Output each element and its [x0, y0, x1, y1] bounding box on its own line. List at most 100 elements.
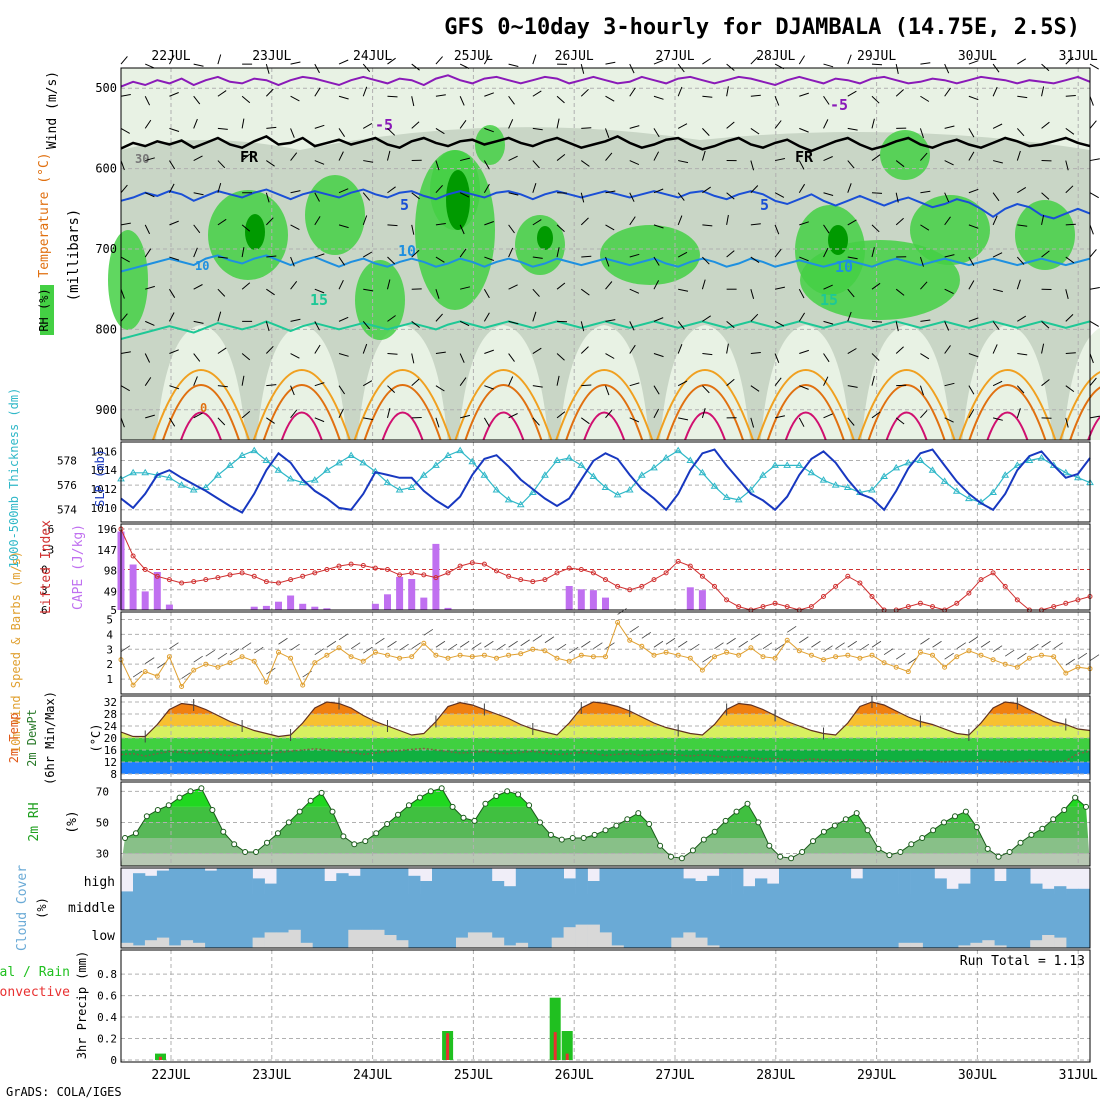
precip-convective-bar [446, 1033, 450, 1060]
wind-barb [653, 353, 664, 358]
wind-speed-point [808, 652, 814, 658]
rh-dry-lobe [256, 325, 347, 440]
precip-total-legend: Total / Rain [0, 965, 70, 980]
wind-barb [266, 288, 275, 296]
wind-barb [314, 216, 321, 226]
wind-barb [774, 158, 786, 162]
temp-contour-25 [162, 384, 240, 441]
wind-barb [217, 54, 222, 65]
wind-speed-point [130, 682, 136, 688]
wind-barb [629, 192, 635, 202]
wind-barb [750, 289, 755, 299]
wind-barb [1016, 150, 1021, 161]
surface-wind-barb [326, 640, 337, 648]
surface-wind-barb [1065, 658, 1075, 666]
cape-bar [323, 608, 331, 610]
precip-tick-label: 0.4 [97, 1011, 117, 1024]
date-label-bottom: 22JUL [151, 1068, 190, 1083]
surface-wind-barb [738, 640, 748, 648]
lifted-index-point [372, 565, 378, 571]
wind-barb [1065, 385, 1075, 393]
contour-annotation: -5 [830, 96, 848, 114]
thickness-point [516, 500, 525, 508]
wind-barb [556, 118, 560, 129]
thickness-point [141, 468, 150, 476]
wind-speed-point [397, 655, 403, 661]
rh-point [613, 822, 620, 829]
wind-barb [774, 377, 782, 386]
temperature-line [120, 701, 1091, 738]
cloud-low-gap-bar [348, 929, 361, 948]
wind-barb [774, 224, 780, 235]
wind-barb [217, 90, 227, 97]
cloud-high-bar [802, 868, 816, 894]
lifted-index-point [191, 579, 197, 585]
cape-tick-label: 196 [97, 523, 117, 536]
wind-speed-point [712, 654, 717, 660]
thickness-point [226, 461, 234, 468]
wind-speed-point [663, 649, 669, 655]
wind-barb [338, 408, 344, 419]
wind-barb [847, 54, 852, 65]
wind-barb [605, 190, 616, 194]
wind-speed-point [784, 637, 790, 643]
wind-barb [411, 63, 420, 71]
slp-tick-label: 1014 [91, 464, 118, 477]
wind-barb [653, 188, 664, 194]
rh-moist-patch [880, 130, 930, 180]
thickness-point [419, 471, 428, 478]
cloud-high-bar [121, 891, 134, 894]
surface-wind-barb [181, 672, 191, 679]
dewpoint-axis-label: 2m DewPt [25, 709, 39, 767]
wind-barb [120, 127, 130, 134]
wind-barb [871, 282, 881, 290]
wind-barb [169, 256, 180, 261]
wind-barb [677, 380, 688, 387]
rh-point [165, 802, 172, 809]
wind-barb [895, 288, 905, 296]
temp-contour-label: FR [240, 148, 259, 166]
wind-barb [556, 411, 566, 419]
cloud-high-bar [144, 875, 158, 894]
lifted-index-point [590, 570, 596, 576]
rh-moist-patch [800, 240, 960, 320]
surface-wind-barb [871, 640, 882, 648]
wind-barb [387, 186, 396, 194]
rh-band [121, 788, 1090, 792]
cloud-high-bar [372, 868, 385, 894]
date-label-top: 26JUL [555, 49, 594, 64]
lifted-index-point [457, 563, 463, 569]
wind-barb [605, 224, 615, 231]
wind-barb [871, 154, 881, 161]
cape-bar [311, 606, 319, 610]
footer-credit: GrADS: COLA/IGES [6, 1085, 122, 1099]
thickness-point [250, 446, 259, 454]
surface-wind-barb [254, 646, 264, 654]
wind-barb [144, 224, 151, 235]
wind-barb [920, 190, 931, 194]
wind-speed-point [748, 645, 754, 651]
rh-point [143, 813, 150, 820]
cloud-low-gap-bar [683, 932, 696, 948]
slp-tick-label: 1016 [91, 445, 118, 458]
wind-barb [629, 253, 640, 258]
wind-barb [678, 417, 689, 421]
wind-barb [144, 96, 151, 106]
pressure-tick-label: 500 [95, 81, 117, 95]
wind-barb [556, 224, 565, 232]
cloud-high-bar [156, 870, 170, 894]
surface-wind-barb [968, 636, 979, 644]
wind-barb [1089, 63, 1099, 70]
cloud-high-bar [503, 886, 517, 894]
wind-barb [580, 417, 590, 425]
thickness-point [274, 466, 283, 473]
cloud-high-bar [444, 868, 457, 894]
cloud-axis-label: Cloud Cover [15, 865, 30, 951]
cloud-high-bar [611, 868, 624, 894]
wind-barb [241, 375, 245, 386]
wind-barb [193, 412, 203, 419]
surface-wind-barb [1004, 649, 1015, 657]
thickness-point [928, 466, 937, 473]
rh-point [875, 845, 882, 852]
cape-bar [275, 601, 282, 610]
